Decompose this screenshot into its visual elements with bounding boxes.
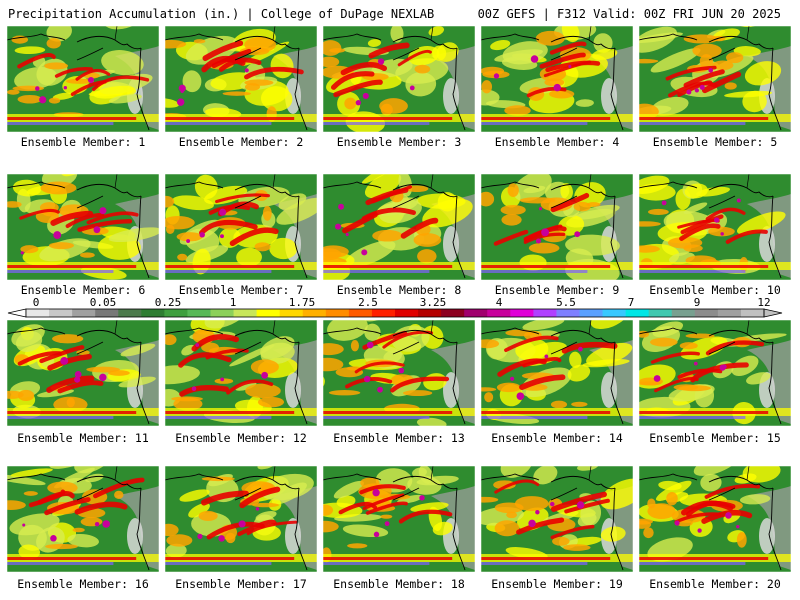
- scale-swatch: [279, 309, 304, 317]
- ensemble-map-1[interactable]: [7, 26, 159, 132]
- ensemble-map-15[interactable]: [639, 320, 791, 426]
- ensemble-member-label: Ensemble Member: 17: [175, 577, 307, 591]
- scale-swatch: [579, 309, 604, 317]
- scale-swatch: [441, 309, 465, 317]
- scale-tick-label: 4: [496, 296, 503, 309]
- ensemble-member-label: Ensemble Member: 12: [175, 431, 307, 445]
- ensemble-member-label: Ensemble Member: 11: [17, 431, 149, 445]
- scale-swatch: [740, 309, 765, 317]
- ensemble-member-label: Ensemble Member: 20: [649, 577, 781, 591]
- ensemble-map-9[interactable]: [481, 174, 633, 280]
- ensemble-map-7[interactable]: [165, 174, 317, 280]
- scale-swatch: [694, 309, 719, 317]
- scale-swatch: [510, 309, 534, 317]
- run-valid-time: 00Z GEFS | F312 Valid: 00Z FRI JUN 20 20…: [477, 7, 781, 21]
- scale-swatch: [648, 309, 673, 317]
- ensemble-map-10[interactable]: [639, 174, 791, 280]
- ensemble-map-2[interactable]: [165, 26, 317, 132]
- ensemble-member-label: Ensemble Member: 5: [652, 135, 778, 149]
- scale-swatch: [210, 309, 235, 317]
- scale-tick-label: 2.5: [358, 296, 378, 309]
- scale-swatch: [256, 309, 281, 317]
- ensemble-map-20[interactable]: [639, 466, 791, 572]
- scale-swatch: [418, 309, 442, 317]
- scale-swatch: [625, 309, 650, 317]
- ensemble-member-label: Ensemble Member: 4: [494, 135, 620, 149]
- scale-swatch: [72, 309, 96, 317]
- scale-swatch: [141, 309, 165, 317]
- scale-swatch: [187, 309, 211, 317]
- ensemble-member-label: Ensemble Member: 6: [20, 283, 146, 297]
- scale-swatch: [302, 309, 327, 317]
- ensemble-member-label: Ensemble Member: 10: [649, 283, 781, 297]
- ensemble-member-label: Ensemble Member: 3: [336, 135, 462, 149]
- ensemble-map-3[interactable]: [323, 26, 475, 132]
- scale-swatch: [118, 309, 142, 317]
- scale-swatch: [671, 309, 696, 317]
- scale-low-arrow: [7, 308, 27, 318]
- ensemble-map-16[interactable]: [7, 466, 159, 572]
- scale-swatch: [464, 309, 488, 317]
- ensemble-member-label: Ensemble Member: 13: [333, 431, 465, 445]
- ensemble-map-6[interactable]: [7, 174, 159, 280]
- scale-swatch: [26, 309, 50, 317]
- ensemble-member-label: Ensemble Member: 16: [17, 577, 149, 591]
- ensemble-member-label: Ensemble Member: 8: [336, 283, 462, 297]
- scale-tick-label: 5.5: [556, 296, 576, 309]
- ensemble-member-label: Ensemble Member: 19: [491, 577, 623, 591]
- scale-swatch: [95, 309, 119, 317]
- scale-high-arrow: [763, 308, 783, 318]
- scale-swatch: [717, 309, 742, 317]
- ensemble-member-label: Ensemble Member: 1: [20, 135, 146, 149]
- ensemble-map-13[interactable]: [323, 320, 475, 426]
- scale-swatch: [533, 309, 557, 317]
- scale-tick-label: 0.25: [155, 296, 182, 309]
- scale-swatch: [556, 309, 580, 317]
- ensemble-member-label: Ensemble Member: 15: [649, 431, 781, 445]
- scale-tick-label: 1: [230, 296, 237, 309]
- scale-tick-label: 1.75: [289, 296, 316, 309]
- scale-swatch: [371, 309, 396, 317]
- scale-tick-label: 7: [628, 296, 635, 309]
- ensemble-member-label: Ensemble Member: 2: [178, 135, 304, 149]
- ensemble-map-8[interactable]: [323, 174, 475, 280]
- ensemble-map-14[interactable]: [481, 320, 633, 426]
- ensemble-map-18[interactable]: [323, 466, 475, 572]
- scale-swatch: [164, 309, 188, 317]
- ensemble-member-label: Ensemble Member: 7: [178, 283, 304, 297]
- scale-swatch: [348, 309, 373, 317]
- ensemble-map-4[interactable]: [481, 26, 633, 132]
- scale-tick-label: 9: [694, 296, 701, 309]
- ensemble-map-19[interactable]: [481, 466, 633, 572]
- scale-tick-label: 0: [33, 296, 40, 309]
- scale-tick-label: 0.05: [90, 296, 117, 309]
- ensemble-map-17[interactable]: [165, 466, 317, 572]
- ensemble-map-11[interactable]: [7, 320, 159, 426]
- scale-swatch: [602, 309, 627, 317]
- ensemble-member-label: Ensemble Member: 14: [491, 431, 623, 445]
- scale-swatch: [395, 309, 419, 317]
- scale-swatch: [233, 309, 258, 317]
- scale-tick-label: 3.25: [420, 296, 447, 309]
- scale-swatch: [325, 309, 350, 317]
- precip-color-scale: 0 0.05 0.25 1 1.75 2.5 3.25 4 5.5 7 9 12: [7, 296, 783, 318]
- ensemble-map-5[interactable]: [639, 26, 791, 132]
- scale-tick-label: 12: [757, 296, 770, 309]
- ensemble-map-12[interactable]: [165, 320, 317, 426]
- scale-swatch: [49, 309, 73, 317]
- ensemble-member-label: Ensemble Member: 18: [333, 577, 465, 591]
- ensemble-member-label: Ensemble Member: 9: [494, 283, 620, 297]
- scale-swatch: [487, 309, 511, 317]
- map-title: Precipitation Accumulation (in.) | Colle…: [8, 7, 435, 21]
